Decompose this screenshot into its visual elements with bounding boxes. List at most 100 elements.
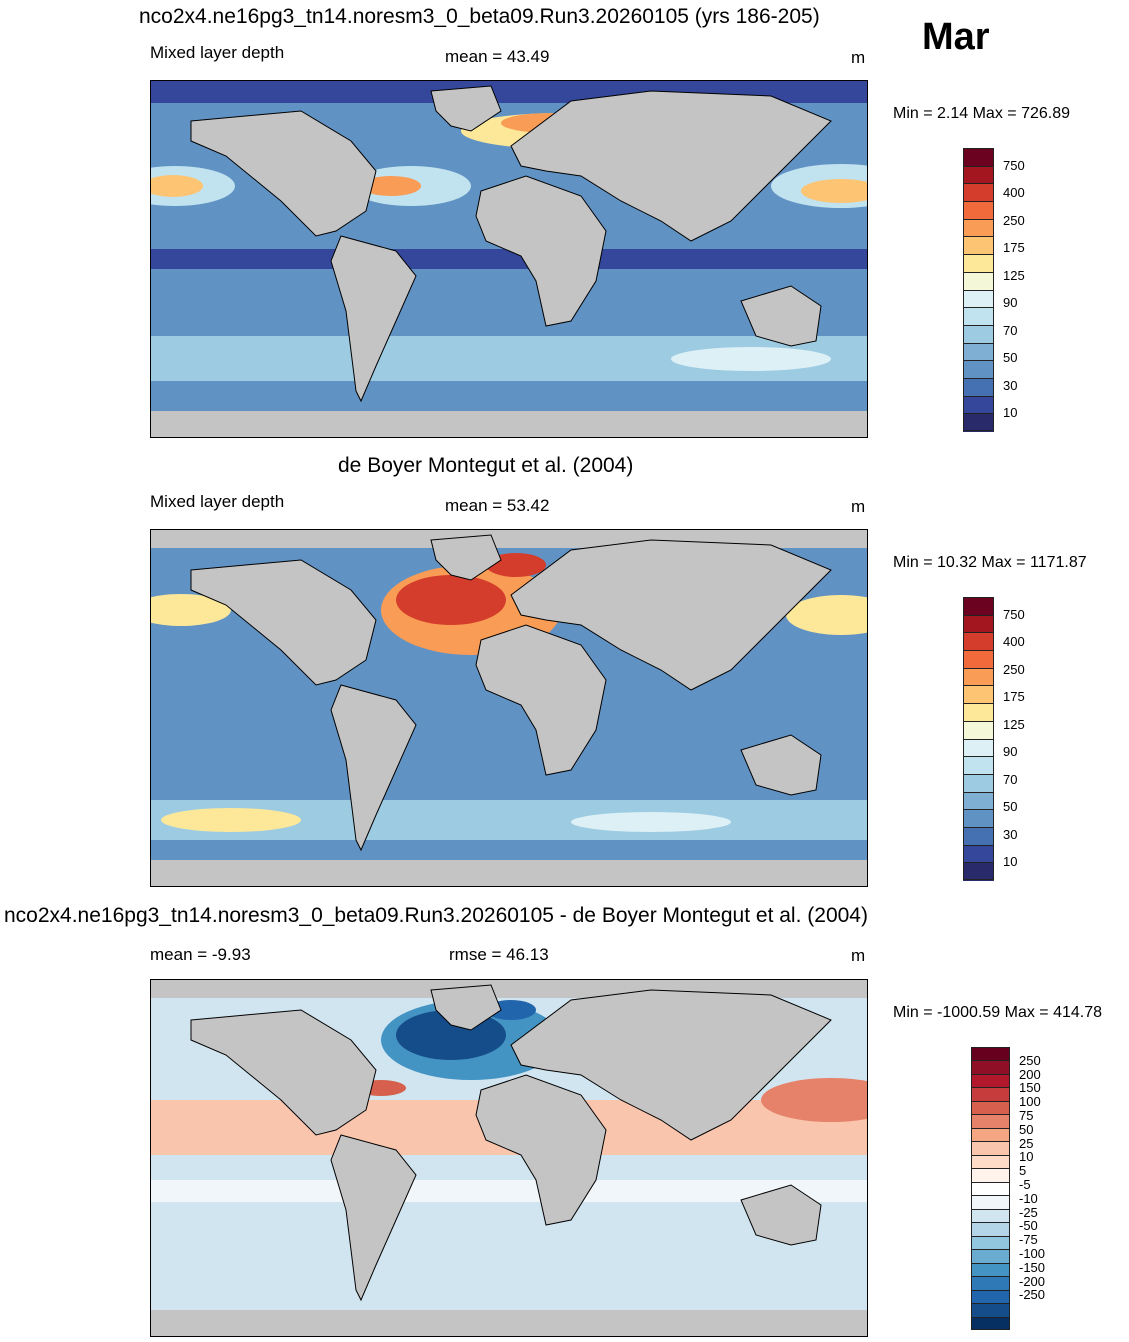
panel-1-mean: mean = 43.49 <box>445 47 550 66</box>
colorbar-tick-label: 250 <box>1003 212 1025 228</box>
panel-2-variable-label: Mixed layer depth <box>150 492 285 511</box>
colorbar-tick-label: -200 <box>1019 1273 1046 1289</box>
colorbar-tick-label: -25 <box>1019 1204 1038 1220</box>
colorbar-tick-label: 150 <box>1019 1080 1041 1096</box>
colorbar-cell <box>963 271 994 290</box>
colorbar-frame <box>963 148 994 431</box>
panel-1-minmax: Min = 2.14 Max = 726.89 <box>893 105 1070 122</box>
colorbar-cell <box>971 1289 1010 1304</box>
colorbar-cell <box>963 289 994 308</box>
colorbar-tick-label: 50 <box>1019 1121 1034 1137</box>
colorbar-cell <box>971 1073 1010 1088</box>
colorbar-frame <box>971 1047 1010 1330</box>
colorbar-cell <box>963 324 994 344</box>
colorbar-cell <box>971 1276 1010 1291</box>
panel-3-colorbar: 250 200 150 100 75 50 25 10 5 -5 -10 -25 -50 -75 -100-… <box>971 1047 1045 1331</box>
colorbar-cell <box>971 1249 1010 1264</box>
colorbar-cell <box>963 756 994 775</box>
colorbar-cell <box>963 342 994 361</box>
colorbar-tick-label: -50 <box>1019 1218 1038 1234</box>
panel-2-map-canvas <box>151 530 867 886</box>
colorbar-tick-label: 90 <box>1003 744 1018 760</box>
colorbar-cell <box>971 1060 1010 1075</box>
colorbar-tick-label: 175 <box>1003 240 1025 256</box>
colorbar-cell <box>971 1127 1010 1142</box>
panel-1-map-canvas <box>151 81 867 437</box>
colorbar-tick-label: 25 <box>1019 1135 1034 1151</box>
colorbar-frame <box>963 597 994 880</box>
colorbar-tick-label: -75 <box>1019 1232 1038 1248</box>
colorbar-cell <box>963 809 994 828</box>
panel-3-map <box>150 979 868 1337</box>
colorbar-cell <box>971 1195 1010 1210</box>
colorbar-cell <box>971 1181 1010 1196</box>
colorbar-cell <box>963 720 994 739</box>
panel-3-rmse: rmse = 46.13 <box>449 945 549 964</box>
colorbar-cell <box>963 650 994 669</box>
month-label: Mar <box>922 16 990 58</box>
colorbar-tick-label: 750 <box>1003 157 1025 173</box>
colorbar-cell <box>963 667 994 686</box>
colorbar-tick-label: 30 <box>1003 377 1018 393</box>
colorbar-cell <box>963 218 994 237</box>
colorbar-cell <box>971 1303 1010 1318</box>
colorbar-cell <box>963 632 994 651</box>
colorbar-tick-label: 70 <box>1003 771 1018 787</box>
colorbar-cell <box>963 597 994 616</box>
colorbar-cell <box>963 201 994 220</box>
colorbar-tick-label: 175 <box>1003 689 1025 705</box>
colorbar-tick-label: 125 <box>1003 267 1025 283</box>
colorbar-tick-label: 90 <box>1003 295 1018 311</box>
colorbar-cell <box>971 1047 1010 1061</box>
colorbar-tick-label: 10 <box>1019 1149 1034 1165</box>
colorbar-cell <box>963 738 994 757</box>
colorbar-cell <box>971 1316 1010 1331</box>
colorbar-cell <box>963 360 994 379</box>
colorbar-tick-label: 250 <box>1019 1052 1041 1068</box>
colorbar-tick-label: 750 <box>1003 606 1025 622</box>
colorbar-cell <box>963 703 994 722</box>
colorbar-tick-label: 10 <box>1003 405 1018 421</box>
colorbar-cell <box>971 1168 1010 1183</box>
panel-2-title: de Boyer Montegut et al. (2004) <box>338 454 634 477</box>
colorbar-tick-label: 100 <box>1019 1094 1041 1110</box>
colorbar-cell <box>963 165 994 184</box>
colorbar-tick-label: 10 <box>1003 854 1018 870</box>
colorbar-tick-label: -10 <box>1019 1190 1038 1206</box>
colorbar-tick-label: 250 <box>1003 661 1025 677</box>
colorbar-tick-label: -100 <box>1019 1246 1046 1262</box>
colorbar-cell <box>963 791 994 810</box>
colorbar-cell <box>971 1262 1010 1277</box>
colorbar-cell <box>963 395 994 414</box>
panel-3-minmax: Min = -1000.59 Max = 414.78 <box>893 1004 1103 1021</box>
colorbar-cell <box>971 1208 1010 1223</box>
colorbar-cell <box>971 1235 1010 1250</box>
colorbar-cell <box>971 1087 1010 1102</box>
colorbar-tick-label: -150 <box>1019 1259 1046 1275</box>
colorbar-tick-label: 30 <box>1003 826 1018 842</box>
colorbar-cell <box>963 148 994 167</box>
colorbar-tick-label: 400 <box>1003 185 1025 201</box>
colorbar-tick-label: 125 <box>1003 716 1025 732</box>
colorbar-tick-label: 75 <box>1019 1108 1034 1124</box>
colorbar-cell <box>963 413 994 432</box>
panel-1-colorbar: 750 400 250 175 125 90 70 50 30 10 <box>963 148 1025 432</box>
colorbar-tick-label: 400 <box>1003 634 1025 650</box>
colorbar-cell <box>963 614 994 633</box>
colorbar-tick-label: 200 <box>1019 1066 1041 1082</box>
colorbar-cell <box>963 183 994 202</box>
colorbar-cell <box>971 1141 1010 1156</box>
panel-3-units: m <box>851 946 866 965</box>
panel-2-mean: mean = 53.42 <box>445 496 550 515</box>
panel-3-mean: mean = -9.93 <box>150 945 251 964</box>
colorbar-cell <box>963 826 994 846</box>
colorbar-cell <box>963 254 994 273</box>
panel-2-minmax: Min = 10.32 Max = 1171.87 <box>893 554 1087 571</box>
panel-1-map <box>150 80 868 438</box>
colorbar-cell <box>971 1154 1010 1169</box>
colorbar-tick-label: -5 <box>1019 1177 1031 1193</box>
colorbar-cell <box>971 1100 1010 1115</box>
colorbar-cell <box>963 307 994 326</box>
colorbar-cell <box>971 1114 1010 1129</box>
colorbar-tick-label: 50 <box>1003 350 1018 366</box>
